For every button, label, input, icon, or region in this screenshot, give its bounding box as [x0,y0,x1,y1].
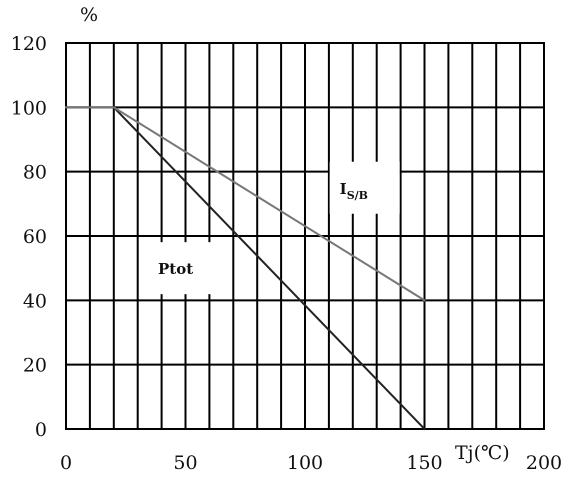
y-tick-label: 0 [35,419,47,441]
y-tick-label: 80 [23,162,47,184]
y-tick-label: 120 [11,33,47,55]
y-tick-label: 20 [23,355,47,377]
label-layer: % Tj(℃) 0 50 100 150 200 0 20 40 60 80 100 120 [11,4,562,474]
x-tick-label: 100 [287,452,323,474]
annotation-background [148,242,221,295]
x-axis-label: Tj(℃) [455,442,510,464]
annotation-label: Ptot [158,260,193,278]
x-tick-label: 0 [60,452,72,474]
x-tick-label: 150 [406,452,442,474]
grid-layer [65,42,545,430]
annotation-subscript: S/B [347,189,368,202]
y-tick-label: 100 [11,97,47,119]
y-tick-label: 40 [23,290,47,312]
x-tick-label: 50 [173,452,197,474]
y-tick-label: 60 [23,226,47,248]
y-axis-label: % [80,4,98,26]
series-line [65,106,426,431]
series-layer [65,106,426,431]
plot-frame [65,42,545,430]
series-line [65,106,426,302]
x-tick-label: 200 [526,452,562,474]
annotation-background [329,161,400,214]
